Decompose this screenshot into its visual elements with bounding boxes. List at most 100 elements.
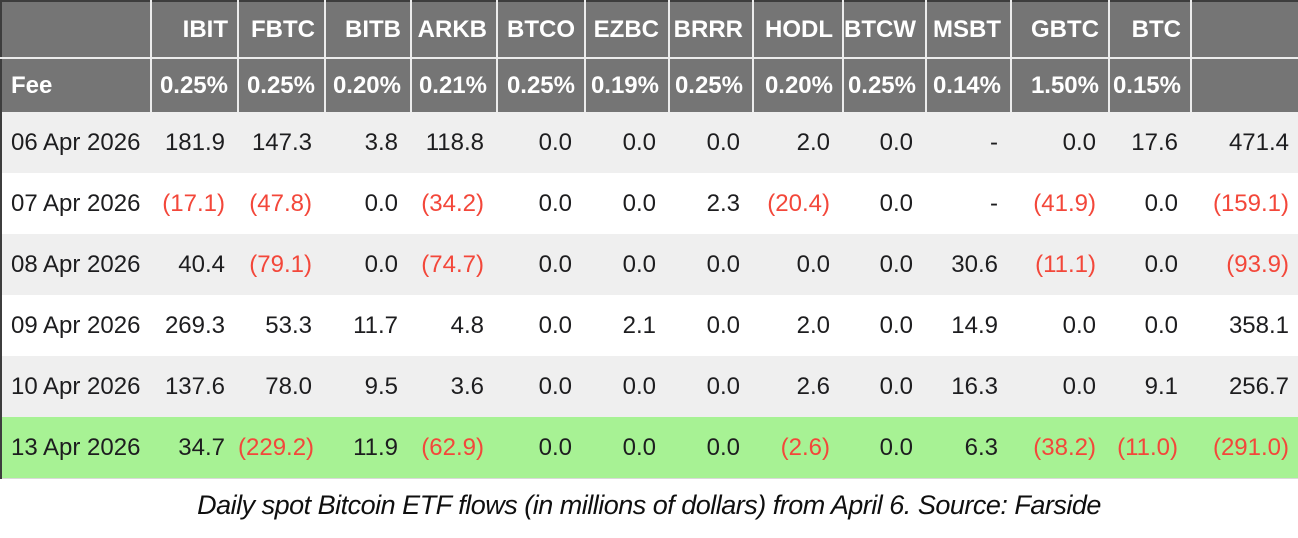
fee-label-cell: Fee bbox=[1, 58, 152, 112]
value-cell: 40.4 bbox=[178, 250, 225, 278]
value-cell: 0.0 bbox=[706, 372, 740, 400]
value-cell: 0.0 bbox=[879, 372, 913, 400]
table-row: 10 Apr 2026 137.6 78.0 9.5 3.6 0.0 0.0 0.0 2.6 0.… bbox=[1, 356, 1298, 417]
value-cell: 0.0 bbox=[706, 250, 740, 278]
date-cell: 13 Apr 2026 bbox=[11, 433, 141, 461]
ticker-header-cell: BTCO bbox=[497, 1, 586, 59]
fee-value-cell: 0.20% bbox=[325, 58, 412, 112]
fee-value-cell: 0.20% bbox=[753, 58, 844, 112]
fee-value-cell: 0.19% bbox=[585, 58, 670, 112]
value-cell: 0.0 bbox=[879, 250, 913, 278]
value-cell: 0.0 bbox=[622, 250, 656, 278]
total-cell: 471.4 bbox=[1228, 128, 1289, 156]
fee-value-cell: 0.25% bbox=[238, 58, 326, 112]
ticker-header-cell: BITB bbox=[325, 1, 412, 59]
fee-row: Fee 0.25% 0.25% 0.20% 0.21% 0.25% 0.19% 0.25% 0.… bbox=[1, 58, 1298, 112]
value-cell: 0.0 bbox=[1144, 189, 1178, 217]
value-cell: 0.0 bbox=[1062, 372, 1096, 400]
value-cell: 2.3 bbox=[706, 189, 740, 217]
value-cell: 34.7 bbox=[178, 433, 225, 461]
value-cell: 17.6 bbox=[1131, 128, 1178, 156]
fee-value-cell: 0.15% bbox=[1109, 58, 1192, 112]
value-cell: 147.3 bbox=[251, 128, 312, 156]
value-cell: 0.0 bbox=[622, 433, 656, 461]
value-cell: (17.1) bbox=[162, 189, 225, 217]
value-cell: 0.0 bbox=[364, 189, 398, 217]
value-cell: 78.0 bbox=[265, 372, 312, 400]
total-header-cell bbox=[1191, 1, 1298, 59]
value-cell: (47.8) bbox=[249, 189, 312, 217]
date-cell: 08 Apr 2026 bbox=[11, 250, 141, 278]
value-cell: 0.0 bbox=[706, 311, 740, 339]
value-cell: 0.0 bbox=[622, 189, 656, 217]
value-cell: 0.0 bbox=[1062, 128, 1096, 156]
value-cell: 0.0 bbox=[364, 250, 398, 278]
table-row: 07 Apr 2026 (17.1) (47.8) 0.0 (34.2) 0.0 0.0 2.… bbox=[1, 173, 1298, 234]
value-cell: 0.0 bbox=[879, 311, 913, 339]
ticker-header-cell: HODL bbox=[753, 1, 844, 59]
value-cell: 118.8 bbox=[425, 128, 484, 156]
value-cell: 3.8 bbox=[364, 128, 398, 156]
fee-value-cell: 0.25% bbox=[151, 58, 239, 112]
value-cell: 6.3 bbox=[964, 433, 998, 461]
total-cell: 256.7 bbox=[1228, 372, 1289, 400]
value-cell: 2.0 bbox=[796, 311, 830, 339]
value-cell: - bbox=[990, 189, 998, 217]
total-cell: (291.0) bbox=[1212, 433, 1289, 461]
value-cell: (74.7) bbox=[421, 250, 484, 278]
value-cell: 4.8 bbox=[450, 311, 484, 339]
value-cell: 53.3 bbox=[265, 311, 312, 339]
value-cell: 0.0 bbox=[706, 128, 740, 156]
total-cell: (159.1) bbox=[1212, 189, 1289, 217]
fee-value-cell: 1.50% bbox=[1011, 58, 1110, 112]
value-cell: 181.9 bbox=[164, 128, 225, 156]
fee-value-cell: 0.25% bbox=[497, 58, 586, 112]
value-cell: 0.0 bbox=[879, 128, 913, 156]
table-row: 09 Apr 2026 269.3 53.3 11.7 4.8 0.0 2.1 0.0 2.0 0… bbox=[1, 295, 1298, 356]
fee-value-cell: 0.14% bbox=[926, 58, 1012, 112]
value-cell: 14.9 bbox=[951, 311, 998, 339]
table-row: 13 Apr 2026 34.7 (229.2) 11.9 (62.9) 0.0 0.0 0.… bbox=[1, 417, 1298, 479]
value-cell: 0.0 bbox=[1144, 311, 1178, 339]
value-cell: - bbox=[990, 128, 998, 156]
fee-empty-cell bbox=[1191, 58, 1298, 112]
value-cell: 2.1 bbox=[622, 311, 656, 339]
value-cell: 11.7 bbox=[353, 311, 398, 339]
value-cell: 0.0 bbox=[796, 250, 830, 278]
value-cell: 9.1 bbox=[1144, 372, 1178, 400]
ticker-header-cell: MSBT bbox=[926, 1, 1012, 59]
ticker-header-cell: BRRR bbox=[669, 1, 754, 59]
value-cell: 0.0 bbox=[622, 128, 656, 156]
value-cell: (11.0) bbox=[1117, 433, 1178, 461]
value-cell: 0.0 bbox=[538, 311, 572, 339]
value-cell: 2.6 bbox=[796, 372, 830, 400]
ticker-header-cell: BTCW bbox=[843, 1, 927, 59]
value-cell: 0.0 bbox=[538, 128, 572, 156]
value-cell: 16.3 bbox=[951, 372, 998, 400]
value-cell: (38.2) bbox=[1033, 433, 1096, 461]
ticker-header-cell: GBTC bbox=[1011, 1, 1110, 59]
fee-value-cell: 0.25% bbox=[669, 58, 754, 112]
date-cell: 09 Apr 2026 bbox=[11, 311, 141, 339]
value-cell: 269.3 bbox=[164, 311, 225, 339]
value-cell: (41.9) bbox=[1033, 189, 1096, 217]
ticker-header-cell: ARKB bbox=[411, 1, 498, 59]
value-cell: 2.0 bbox=[796, 128, 830, 156]
value-cell: 0.0 bbox=[538, 433, 572, 461]
fee-value-cell: 0.21% bbox=[411, 58, 498, 112]
fee-value-cell: 0.25% bbox=[843, 58, 927, 112]
value-cell: 30.6 bbox=[951, 250, 998, 278]
value-cell: 137.6 bbox=[164, 372, 225, 400]
value-cell: 0.0 bbox=[538, 372, 572, 400]
etf-flows-table: IBIT FBTC BITB ARKB BTCO EZBC BRRR HODL BTCW MSBT… bbox=[0, 0, 1298, 479]
date-cell: 10 Apr 2026 bbox=[11, 372, 141, 400]
value-cell: (34.2) bbox=[421, 189, 484, 217]
value-cell: 9.5 bbox=[364, 372, 398, 400]
value-cell: 0.0 bbox=[879, 433, 913, 461]
ticker-header-cell: IBIT bbox=[151, 1, 239, 59]
value-cell: (229.2) bbox=[238, 433, 315, 461]
ticker-header-cell: BTC bbox=[1109, 1, 1192, 59]
value-cell: 0.0 bbox=[706, 433, 740, 461]
value-cell: 0.0 bbox=[1144, 250, 1178, 278]
